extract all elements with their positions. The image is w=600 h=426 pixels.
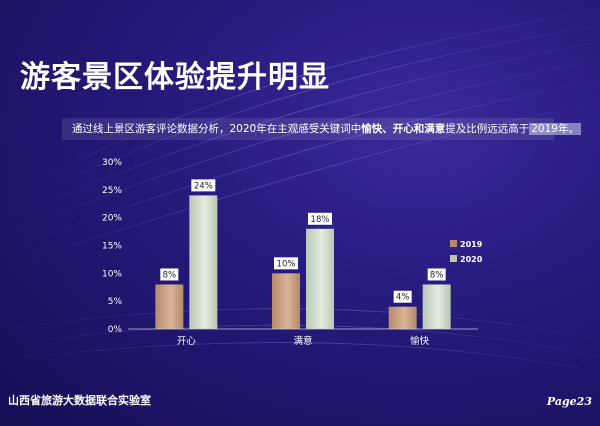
x-tick-label: 愉快	[410, 335, 430, 347]
data-label: 8%	[430, 270, 444, 280]
legend-label-2019: 2019	[460, 240, 483, 249]
data-label-box	[160, 268, 179, 281]
data-label: 18%	[311, 215, 330, 225]
data-label-box	[191, 179, 216, 192]
y-tick-label: 0%	[108, 325, 123, 335]
data-label-box	[274, 257, 298, 270]
data-label: 10%	[277, 259, 296, 269]
bar-2019-2	[388, 306, 417, 329]
description-text-2: 提及比例远远高于	[445, 123, 530, 135]
page-number: Page23	[546, 395, 592, 408]
bar-2020-2	[422, 284, 451, 329]
data-label-box	[427, 268, 446, 281]
y-tick-label: 25%	[102, 186, 122, 196]
y-tick-label: 10%	[102, 269, 122, 279]
data-label: 24%	[194, 181, 213, 191]
description-tail: 2019年。	[529, 123, 581, 135]
description-text: 通过线上景区游客评论数据分析，2020年在主观感受关键词中	[72, 123, 362, 135]
y-tick-label: 20%	[102, 214, 122, 224]
legend-label-2020: 2020	[460, 255, 483, 264]
y-tick-label: 15%	[102, 242, 122, 252]
bar-2020-1	[306, 228, 334, 329]
legend-swatch-2020	[450, 255, 457, 262]
data-label-box	[308, 212, 332, 225]
y-tick-label: 30%	[102, 158, 122, 168]
bar-2019-1	[272, 273, 300, 329]
bar-2019-0	[155, 284, 184, 329]
data-label: 8%	[163, 270, 177, 280]
legend-swatch-2019	[450, 240, 457, 247]
x-tick-label: 满意	[293, 335, 312, 347]
legend: 2019 2020	[450, 240, 483, 264]
bars: 8% 24% 10% 18% 4% 8%	[155, 179, 451, 329]
bar-2020-0	[189, 195, 218, 329]
footer-organization: 山西省旅游大数据联合实验室	[8, 394, 151, 407]
data-label-box	[393, 290, 412, 303]
page-title: 游客景区体验提升明显	[20, 60, 330, 95]
x-tick-label: 开心	[177, 336, 197, 347]
x-axis: 开心 满意 愉快	[128, 328, 478, 347]
description-banner: 通过线上景区游客评论数据分析，2020年在主观感受关键词中愉快、开心和满意提及比…	[62, 118, 581, 140]
data-label: 4%	[396, 293, 410, 303]
description-highlight: 愉快、开心和满意	[361, 123, 446, 135]
y-axis: 0% 5% 10% 15% 20% 25% 30%	[102, 158, 122, 335]
y-tick-label: 5%	[108, 297, 123, 307]
